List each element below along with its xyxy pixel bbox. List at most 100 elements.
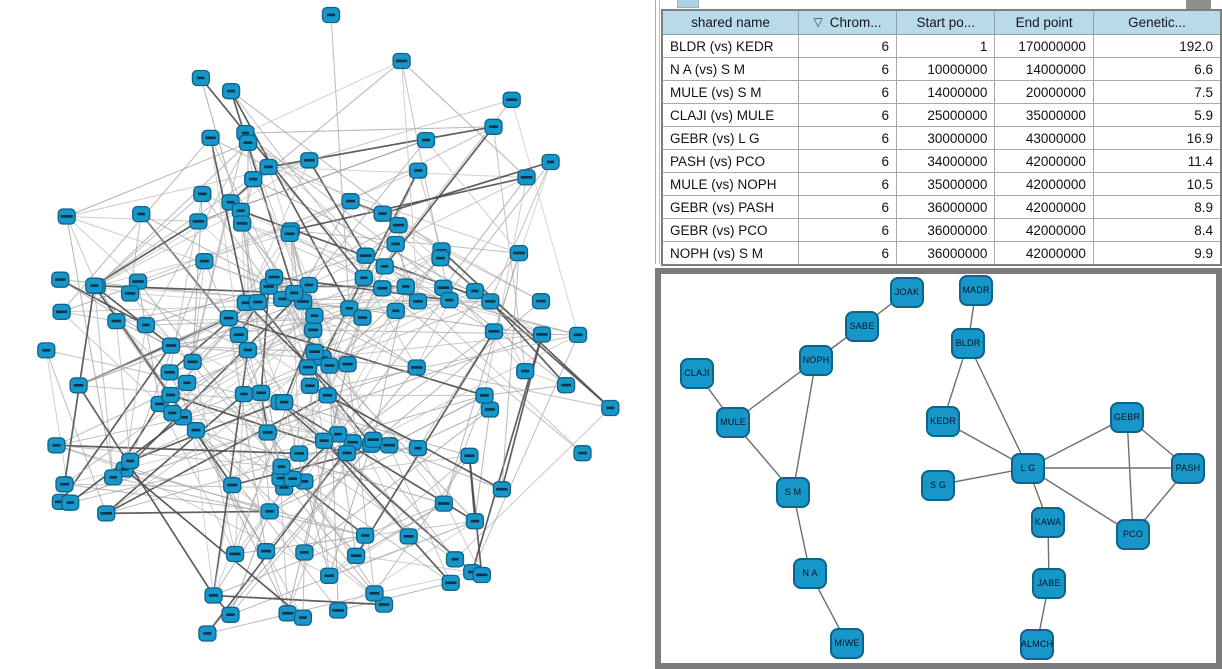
- network-node[interactable]: [195, 253, 214, 270]
- network-node[interactable]: [193, 185, 212, 203]
- table-cell[interactable]: 6: [797, 34, 898, 58]
- network-node[interactable]: [219, 310, 238, 327]
- network-node[interactable]: [289, 445, 309, 462]
- table-cell[interactable]: 6: [797, 172, 898, 196]
- network-node[interactable]: [51, 271, 70, 288]
- network-node[interactable]: [365, 585, 384, 602]
- network-node[interactable]: [285, 284, 304, 302]
- subnetwork-node-BLDR[interactable]: BLDR: [951, 327, 985, 359]
- network-node[interactable]: [37, 342, 56, 359]
- table-cell[interactable]: MULE (vs) NOPH: [661, 172, 799, 196]
- subnetwork-edge-NOPH-SM[interactable]: [792, 359, 817, 493]
- table-cell[interactable]: N A (vs) S M: [661, 57, 799, 81]
- table-cell[interactable]: 42000000: [994, 172, 1094, 196]
- network-node[interactable]: [568, 326, 588, 344]
- filter-icon[interactable]: ▽: [813, 15, 823, 29]
- network-node[interactable]: [221, 83, 241, 100]
- network-node[interactable]: [201, 129, 220, 147]
- network-node[interactable]: [484, 118, 503, 135]
- network-node[interactable]: [338, 356, 357, 373]
- network-node[interactable]: [320, 357, 339, 374]
- table-cell[interactable]: 6: [797, 126, 898, 150]
- network-node[interactable]: [318, 387, 337, 404]
- table-cell[interactable]: 6: [797, 80, 898, 104]
- subnetwork-node-MADR[interactable]: MADR: [959, 274, 993, 306]
- column-header-chrom-[interactable]: ▽ Chrom...: [797, 9, 898, 35]
- network-node[interactable]: [204, 587, 223, 604]
- subnetwork-node-GEBR[interactable]: GEBR: [1110, 401, 1144, 433]
- subnetwork-node-MIWE[interactable]: MIWE: [830, 627, 864, 659]
- network-node[interactable]: [440, 292, 459, 309]
- network-node[interactable]: [280, 225, 299, 243]
- network-node[interactable]: [186, 422, 206, 439]
- network-node[interactable]: [346, 547, 366, 564]
- subnetwork-node-CLAJI[interactable]: CLAJI: [680, 357, 714, 389]
- subnetwork-edge-LG-PCO[interactable]: [1027, 467, 1134, 535]
- network-node[interactable]: [47, 437, 66, 454]
- network-node[interactable]: [531, 293, 551, 310]
- network-node[interactable]: [314, 432, 334, 449]
- network-node[interactable]: [502, 91, 521, 108]
- network-node[interactable]: [69, 377, 88, 394]
- network-node[interactable]: [295, 544, 314, 561]
- network-node[interactable]: [320, 567, 339, 584]
- network-node[interactable]: [375, 258, 394, 275]
- network-node[interactable]: [177, 374, 197, 392]
- network-node[interactable]: [132, 205, 151, 223]
- network-node[interactable]: [232, 215, 252, 232]
- network-node[interactable]: [408, 440, 428, 457]
- table-row[interactable]: NOPH (vs) S M 6 36000000 42000000 9.9: [661, 241, 1222, 266]
- subnetwork-node-NA[interactable]: N A: [793, 557, 827, 589]
- table-cell[interactable]: 25000000: [895, 103, 996, 127]
- column-header-end-point[interactable]: End point: [994, 9, 1094, 35]
- network-node[interactable]: [238, 341, 258, 359]
- network-node[interactable]: [57, 208, 76, 225]
- network-node[interactable]: [259, 158, 278, 176]
- table-cell[interactable]: 42000000: [994, 218, 1094, 242]
- network-node[interactable]: [120, 285, 140, 302]
- network-node[interactable]: [517, 169, 536, 186]
- table-row[interactable]: MULE (vs) S M 6 14000000 20000000 7.5: [661, 80, 1222, 104]
- network-node[interactable]: [275, 394, 294, 411]
- network-node[interactable]: [465, 513, 485, 530]
- network-node[interactable]: [160, 364, 179, 381]
- network-node[interactable]: [61, 494, 80, 511]
- subnetwork-edge-BLDR-LG[interactable]: [967, 342, 1029, 469]
- network-node[interactable]: [260, 503, 279, 520]
- subnetwork-edge-GEBR-PCO[interactable]: [1126, 416, 1134, 535]
- subnetwork-node-PCO[interactable]: PCO: [1116, 518, 1150, 550]
- network-node[interactable]: [85, 277, 104, 294]
- network-node[interactable]: [416, 131, 436, 149]
- network-node[interactable]: [601, 399, 620, 417]
- table-cell[interactable]: 8.9: [1092, 195, 1222, 219]
- table-row[interactable]: GEBR (vs) L G 6 30000000 43000000 16.9: [661, 126, 1222, 150]
- network-node[interactable]: [465, 282, 485, 300]
- network-node[interactable]: [223, 476, 242, 494]
- table-cell[interactable]: 6: [797, 103, 898, 127]
- table-cell[interactable]: 34000000: [895, 149, 996, 173]
- network-node[interactable]: [556, 377, 576, 394]
- table-row[interactable]: N A (vs) S M 6 10000000 14000000 6.6: [661, 57, 1222, 81]
- table-cell[interactable]: 11.4: [1092, 149, 1222, 173]
- network-node[interactable]: [516, 363, 535, 380]
- network-node[interactable]: [340, 300, 359, 317]
- table-cell[interactable]: 6: [797, 241, 898, 266]
- network-node[interactable]: [341, 193, 360, 210]
- table-cell[interactable]: 9.9: [1092, 241, 1222, 266]
- subnetwork-node-PASH[interactable]: PASH: [1171, 452, 1205, 484]
- subnetwork-node-ALMCH[interactable]: ALMCH: [1020, 628, 1054, 660]
- column-header-shared-name[interactable]: shared name: [661, 9, 799, 35]
- table-cell[interactable]: 42000000: [994, 195, 1094, 219]
- network-node[interactable]: [278, 605, 297, 622]
- network-node[interactable]: [392, 52, 411, 70]
- table-cell[interactable]: 35000000: [994, 103, 1094, 127]
- network-node[interactable]: [353, 309, 372, 326]
- network-node[interactable]: [304, 321, 323, 339]
- table-cell[interactable]: 6: [797, 218, 898, 242]
- table-cell[interactable]: BLDR (vs) KEDR: [661, 34, 799, 58]
- network-node[interactable]: [431, 250, 450, 267]
- table-cell[interactable]: 10000000: [895, 57, 996, 81]
- table-cell[interactable]: 42000000: [994, 241, 1094, 266]
- network-node[interactable]: [373, 280, 392, 297]
- table-cell[interactable]: 20000000: [994, 80, 1094, 104]
